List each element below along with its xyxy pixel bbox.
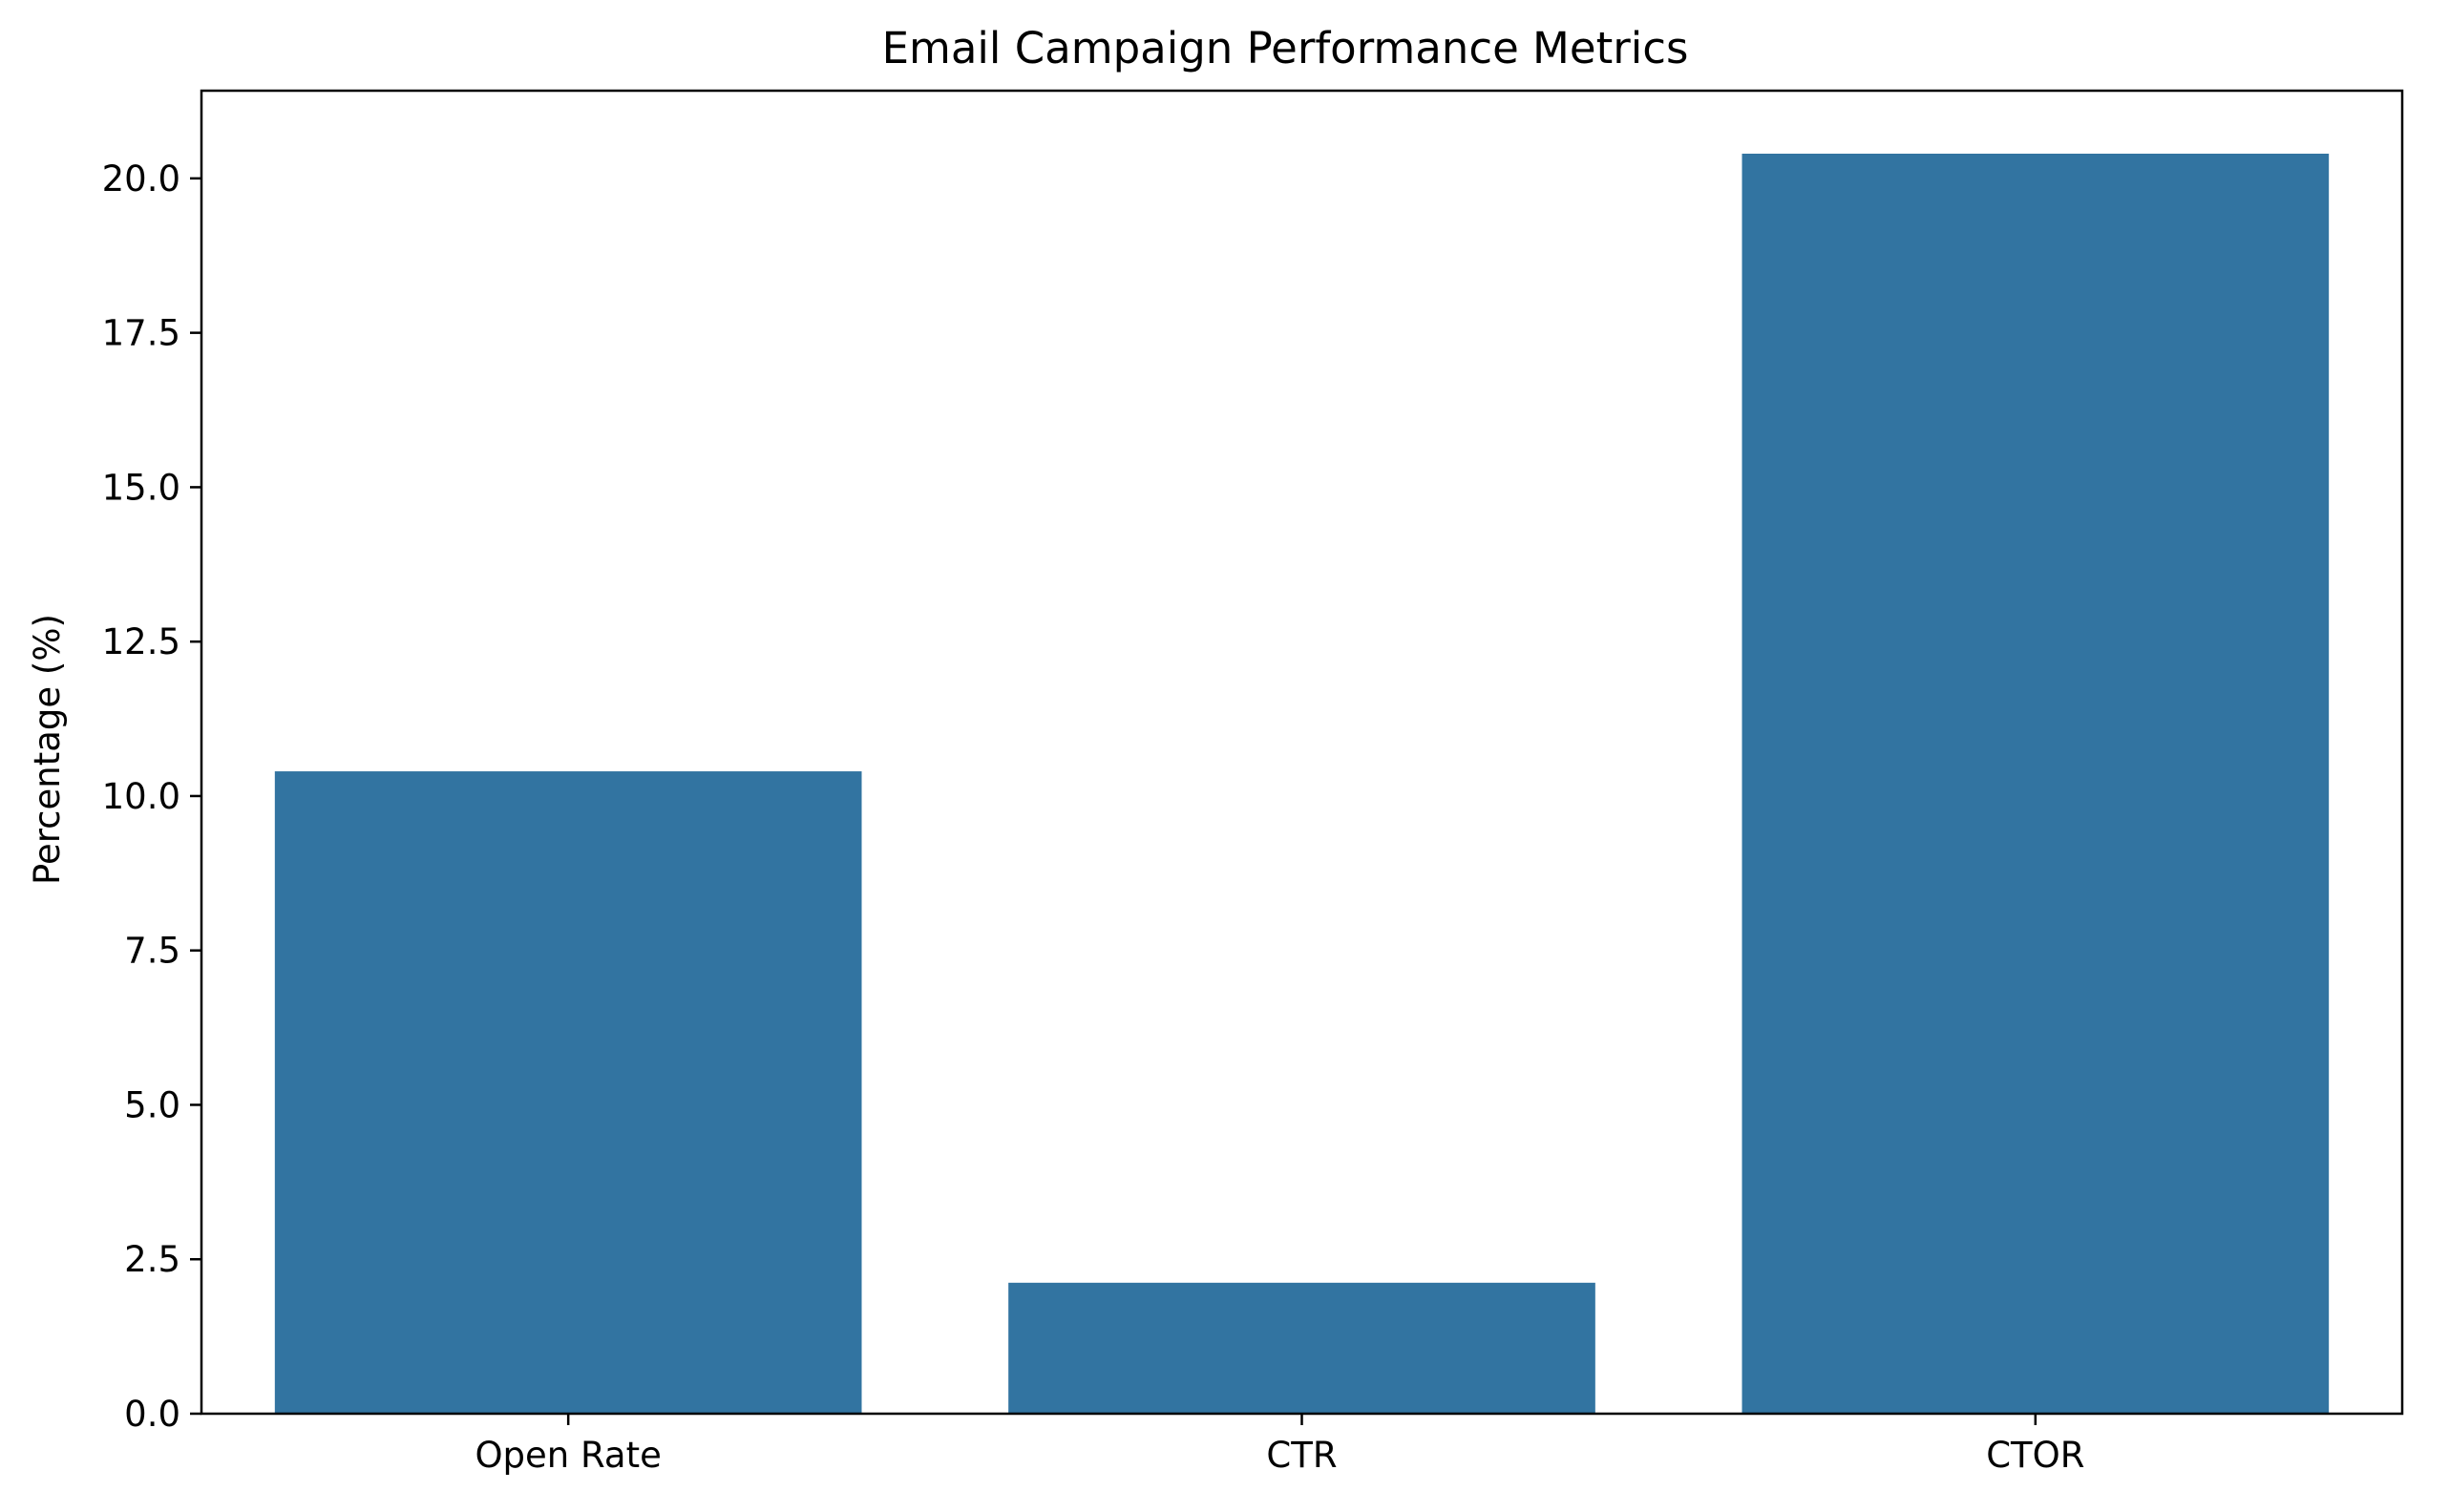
y-axis-label: Percentage (%) bbox=[27, 614, 68, 885]
x-tick-label: CTOR bbox=[1986, 1435, 2084, 1476]
y-axis-ticks: 0.0 2.5 5.0 7.5 10.0 12.5 15.0 17.5 20.0 bbox=[102, 158, 201, 1435]
y-tick-label: 20.0 bbox=[102, 158, 180, 200]
y-tick-label: 7.5 bbox=[124, 931, 180, 972]
bar bbox=[274, 771, 862, 1414]
y-tick-label: 17.5 bbox=[102, 313, 180, 354]
y-tick-label: 10.0 bbox=[102, 776, 180, 817]
x-axis-ticks: Open Rate CTR CTOR bbox=[475, 1414, 2084, 1476]
y-tick-label: 12.5 bbox=[102, 621, 180, 662]
y-tick-label: 0.0 bbox=[124, 1394, 180, 1435]
y-tick-label: 15.0 bbox=[102, 467, 180, 508]
plot-area-frame bbox=[200, 89, 2404, 1416]
chart-title: Email Campaign Performance Metrics bbox=[882, 23, 1689, 74]
bars-group bbox=[274, 154, 2330, 1414]
bar bbox=[1008, 1282, 1595, 1414]
x-tick-label: CTR bbox=[1266, 1435, 1337, 1476]
x-tick-label: Open Rate bbox=[475, 1435, 661, 1476]
bar bbox=[1742, 154, 2330, 1414]
y-tick-label: 2.5 bbox=[124, 1239, 180, 1280]
y-tick-label: 5.0 bbox=[124, 1084, 180, 1125]
